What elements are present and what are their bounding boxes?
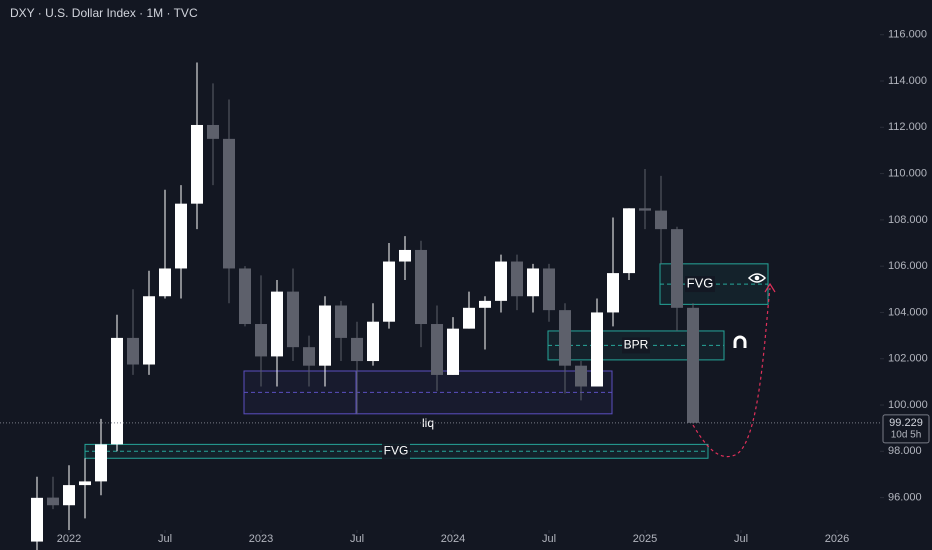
candle-body xyxy=(399,249,411,262)
candle-body xyxy=(367,321,379,362)
x-tick-label: Jul xyxy=(350,533,364,545)
magnet-icon[interactable] xyxy=(733,335,747,348)
y-tick-label: 100.000 xyxy=(888,399,928,411)
candle-body xyxy=(671,229,683,308)
zone-label-bg xyxy=(382,443,410,460)
chart-title: DXY · U.S. Dollar Index · 1M · TVC xyxy=(10,6,198,20)
candle-body xyxy=(511,261,523,297)
y-tick-label: 104.000 xyxy=(888,306,928,318)
candle-body xyxy=(47,497,59,506)
eye-icon[interactable] xyxy=(747,273,767,283)
zone-label: BPR xyxy=(624,338,649,352)
x-tick-label: Jul xyxy=(734,533,748,545)
candle-body xyxy=(479,300,491,308)
candle-body xyxy=(463,307,475,329)
candle-body xyxy=(255,324,267,357)
candle-body xyxy=(591,312,603,387)
candle-body xyxy=(223,138,235,269)
last-price-box xyxy=(882,414,930,444)
candle-body xyxy=(687,307,699,423)
candle-body xyxy=(63,485,75,506)
candle-body xyxy=(79,481,91,486)
candle-body xyxy=(111,337,123,445)
candle-body xyxy=(543,268,555,311)
projection-arrow xyxy=(692,287,771,458)
y-tick-label: 102.000 xyxy=(888,353,928,365)
last-price-label: 99.229 xyxy=(889,417,923,429)
candle-body xyxy=(319,305,331,366)
countdown-label: 10d 5h xyxy=(891,430,922,441)
y-tick-label: 112.000 xyxy=(888,121,927,133)
candle-body xyxy=(415,249,427,325)
candle-body xyxy=(127,337,139,365)
candle-body xyxy=(431,324,443,375)
candle-body xyxy=(207,124,219,139)
y-tick-label: 114.000 xyxy=(888,75,927,87)
candle-body xyxy=(95,444,107,482)
y-tick-label: 106.000 xyxy=(888,260,928,272)
candle-body xyxy=(351,337,363,362)
candle-body xyxy=(159,268,171,297)
x-tick-label: Jul xyxy=(158,533,172,545)
y-tick-label: 110.000 xyxy=(888,167,927,179)
x-tick-label: 2022 xyxy=(57,533,81,545)
candle-body xyxy=(655,210,667,230)
y-tick-label: 98.000 xyxy=(888,445,922,457)
x-tick-label: Jul xyxy=(542,533,556,545)
candle-body xyxy=(575,365,587,387)
zone-label: FVG xyxy=(687,276,714,291)
candle-body xyxy=(335,305,347,338)
zone-label: liq xyxy=(422,416,434,430)
candle-body xyxy=(623,208,635,274)
y-tick-label: 116.000 xyxy=(888,29,927,41)
candle-body xyxy=(143,296,155,365)
candle-body xyxy=(527,268,539,297)
zone-label: FVG xyxy=(384,443,409,457)
candle-body xyxy=(383,261,395,322)
candle-body xyxy=(287,291,299,348)
candle-body xyxy=(191,124,203,204)
candle-body xyxy=(271,291,283,357)
candle-body xyxy=(495,261,507,301)
y-tick-label: 96.000 xyxy=(888,492,922,504)
y-tick-label: 108.000 xyxy=(888,214,928,226)
candle-body xyxy=(175,203,187,269)
x-tick-label: 2023 xyxy=(249,533,273,545)
candle-body xyxy=(639,208,651,211)
candle-body xyxy=(447,328,459,375)
candle-body xyxy=(559,310,571,366)
zone-label-bg xyxy=(622,337,650,354)
arrow-head xyxy=(764,282,776,293)
x-tick-label: 2026 xyxy=(825,533,849,545)
zone-label-bg xyxy=(685,276,715,293)
candle-body xyxy=(239,268,251,325)
candle-body xyxy=(303,347,315,366)
x-tick-label: 2024 xyxy=(441,533,465,545)
candle-body xyxy=(31,497,43,542)
x-tick-label: 2025 xyxy=(633,533,657,545)
candle-body xyxy=(607,273,619,313)
